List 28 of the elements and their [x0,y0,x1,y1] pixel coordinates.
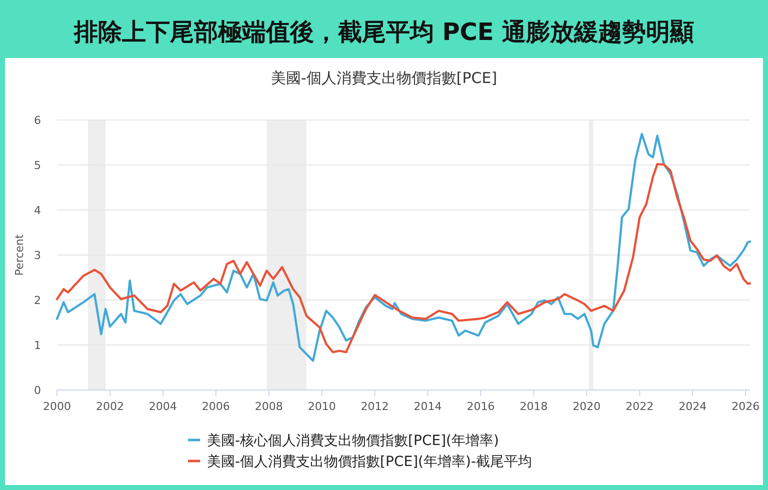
y-tick-label: 1 [34,339,41,352]
y-tick-label: 0 [34,384,41,397]
x-tick-label: 2002 [96,400,124,413]
y-axis-title: Percent [13,234,26,276]
y-tick-label: 4 [34,204,41,217]
x-tick-label: 2024 [678,400,707,413]
x-tick-label: 2006 [202,400,230,413]
y-tick-label: 5 [34,159,41,172]
x-tick-label: 2012 [360,400,389,413]
line-series [56,163,752,354]
x-tick-label: 2026 [732,400,760,413]
x-tick-label: 2022 [626,400,654,413]
legend-label: 美國-核心個人消費支出物價指數[PCE](年增率) [207,433,499,449]
legend-label: 美國-個人消費支出物價指數[PCE](年增率)-截尾平均 [207,454,532,470]
x-tick-label: 2010 [308,400,336,413]
x-tick-label: 2016 [466,400,495,413]
y-tick-label: 6 [34,114,41,127]
y-tick-label: 3 [34,249,41,262]
x-tick-label: 2008 [254,400,283,413]
x-tick-label: 2018 [520,400,548,413]
x-tick-label: 2000 [43,400,71,413]
y-tick-label: 2 [34,294,41,307]
chart-subtitle: 美國-個人消費支出物價指數[PCE] [270,69,498,87]
line-series [56,132,752,362]
x-tick-label: 2004 [148,400,177,413]
x-tick-label: 2014 [414,400,442,413]
x-tick-label: 2020 [572,400,601,413]
chart-title: 排除上下尾部極端值後，截尾平均 PCE 通膨放緩趨勢明顯 [72,18,694,46]
